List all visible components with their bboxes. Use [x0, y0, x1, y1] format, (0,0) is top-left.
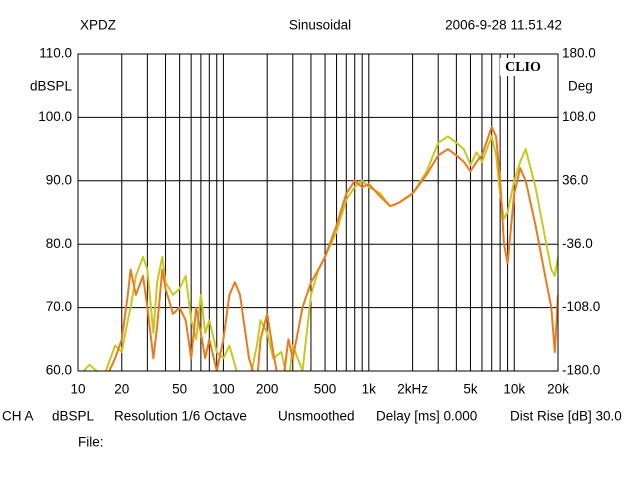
header-center: Sinusoidal: [289, 18, 351, 33]
header-left: XPDZ: [80, 18, 116, 33]
y2-tick-label: -36.0: [562, 236, 593, 251]
y-tick-label: 60.0: [46, 363, 72, 378]
y-tick-label: 80.0: [46, 236, 72, 251]
y-tick-label: 100.0: [38, 109, 72, 124]
footer-item: Delay [ms] 0.000: [376, 409, 477, 424]
x-tick-label: 20: [114, 382, 129, 397]
x-tick-label: 10: [70, 382, 85, 397]
y2-tick-label: -108.0: [562, 299, 600, 314]
footer-item: Dist Rise [dB] 30.0: [510, 409, 622, 424]
x-tick-label: 5k: [463, 382, 478, 397]
response-line: [82, 135, 558, 371]
footer-item: CH A: [2, 409, 34, 424]
x-tick-label: 10k: [503, 382, 525, 397]
brand-box: [500, 58, 546, 76]
y-tick-label: 110.0: [39, 46, 72, 61]
response-line: [108, 125, 558, 371]
x-tick-label: 200: [256, 382, 279, 397]
x-tick-label: 2kHz: [397, 382, 428, 397]
x-tick-label: 20k: [547, 382, 569, 397]
x-tick-label: 1k: [362, 382, 377, 397]
x-tick-label: 50: [172, 382, 187, 397]
y2-tick-label: -180.0: [562, 363, 600, 378]
header-right: 2006-9-28 11.51.42: [445, 18, 562, 33]
footer-item: Resolution 1/6 Octave: [114, 409, 247, 424]
y2-tick-label: 108.0: [562, 109, 596, 124]
x-tick-label: 100: [212, 382, 235, 397]
y2-tick-label: 36.0: [562, 172, 588, 187]
file-label: File:: [78, 435, 104, 450]
x-tick-label: 500: [314, 382, 337, 397]
y-tick-label: 70.0: [46, 299, 72, 314]
y-axis-label: dBSPL: [30, 79, 73, 94]
footer-item: dBSPL: [52, 409, 95, 424]
footer-item: Unsmoothed: [278, 409, 355, 424]
plot-frame: [77, 53, 559, 372]
y2-tick-label: 180.0: [562, 46, 596, 61]
y2-axis-label: Deg: [568, 79, 593, 94]
y-tick-label: 90.0: [46, 172, 72, 187]
brand: CLIO: [505, 60, 541, 75]
